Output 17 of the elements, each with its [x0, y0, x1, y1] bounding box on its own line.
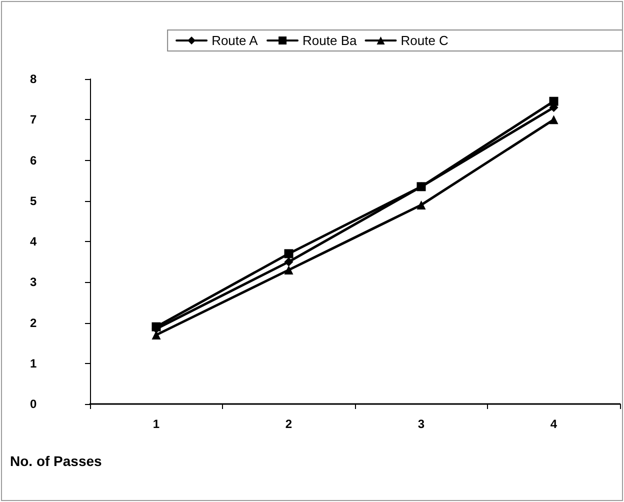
- y-tick-label: 7: [30, 112, 37, 127]
- y-tick-label: 2: [30, 316, 37, 330]
- x-tick-label: 1: [152, 417, 160, 431]
- y-tick-label: 4: [30, 234, 37, 248]
- y-tick-label: 8: [30, 72, 37, 86]
- legend-label: Route Ba: [302, 33, 358, 48]
- x-tick-label: 2: [285, 417, 292, 431]
- y-tick-label: 5: [30, 194, 37, 208]
- x-tick-label: 3: [418, 417, 425, 431]
- x-axis-title: No. of Passes: [10, 453, 102, 469]
- y-tick-label: 3: [30, 275, 37, 290]
- legend-label: Route A: [212, 33, 258, 48]
- y-tick-label: 6: [30, 153, 37, 168]
- y-tick-label: 1: [30, 356, 37, 370]
- legend-label: Route C: [400, 33, 448, 48]
- y-tick-label: 0: [30, 397, 37, 411]
- x-tick-label: 4: [550, 417, 558, 431]
